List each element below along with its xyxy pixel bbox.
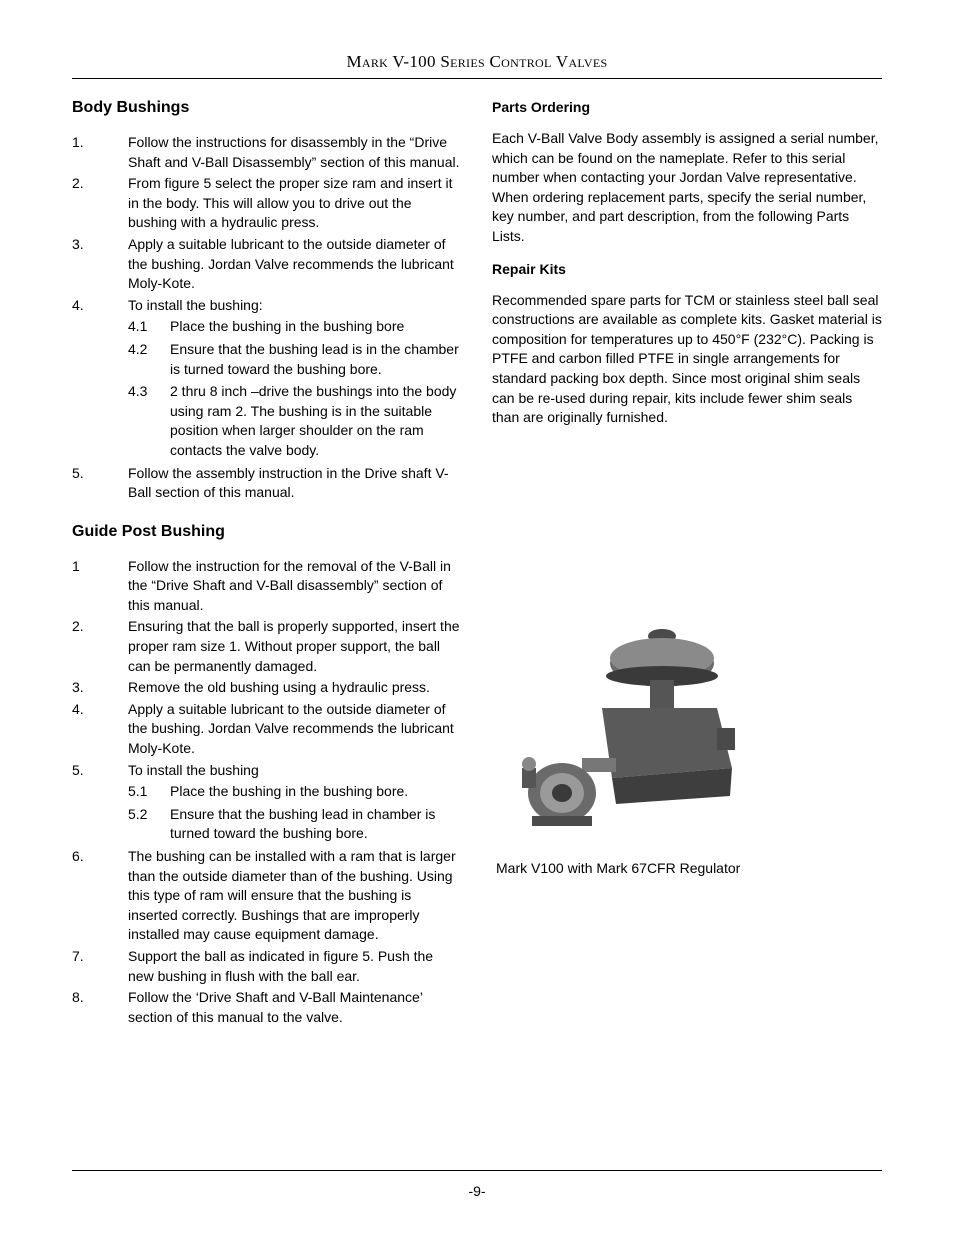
list-subitem-body: Ensure that the bushing lead in chamber … — [170, 805, 462, 844]
list-item-number: 4. — [72, 700, 128, 759]
list-subitem-body: Ensure that the bushing lead is in the c… — [170, 340, 462, 379]
content-columns: Body Bushings 1.Follow the instructions … — [72, 99, 882, 1047]
list-subitem-body: 2 thru 8 inch –drive the bushings into t… — [170, 382, 462, 460]
heading-guide-post-bushing: Guide Post Bushing — [72, 523, 462, 541]
list-subitem: 4.32 thru 8 inch –drive the bushings int… — [72, 382, 462, 461]
bottom-rule — [72, 1170, 882, 1171]
list-item: 5.To install the bushing — [72, 761, 462, 781]
list-subitem-number: 4.2 — [128, 340, 170, 379]
list-item: 2.From figure 5 select the proper size r… — [72, 174, 462, 233]
list-item: 4.Apply a suitable lubricant to the outs… — [72, 700, 462, 759]
list-item: 1Follow the instruction for the removal … — [72, 557, 462, 616]
list-item-body: To install the bushing: — [128, 296, 462, 316]
list-item-number: 7. — [72, 947, 128, 986]
list-item: 3.Apply a suitable lubricant to the outs… — [72, 235, 462, 294]
list-subitem: 5.1Place the bushing in the bushing bore… — [72, 782, 462, 803]
list-subitem: 4.1Place the bushing in the bushing bore — [72, 317, 462, 338]
repair-kits-para: Recommended spare parts for TCM or stain… — [492, 291, 882, 428]
list-item-number: 8. — [72, 988, 128, 1027]
list-subitem-body: Place the bushing in the bushing bore — [170, 317, 462, 337]
list-item-body: Remove the old bushing using a hydraulic… — [128, 678, 462, 698]
running-header: Mark V-100 Series Control Valves — [72, 52, 882, 79]
list-item: 7.Support the ball as indicated in figur… — [72, 947, 462, 986]
right-column: Parts Ordering Each V-Ball Valve Body as… — [492, 99, 882, 1047]
list-item-number: 3. — [72, 678, 128, 698]
list-item-body: Follow the ‘Drive Shaft and V-Ball Maint… — [128, 988, 462, 1027]
list-item-number: 1. — [72, 133, 128, 172]
list-item: 3.Remove the old bushing using a hydraul… — [72, 678, 462, 698]
list-item: 6.The bushing can be installed with a ra… — [72, 847, 462, 945]
list-item-body: Apply a suitable lubricant to the outsid… — [128, 700, 462, 759]
list-item-body: Support the ball as indicated in figure … — [128, 947, 462, 986]
heading-parts-ordering: Parts Ordering — [492, 99, 882, 115]
list-item-number: 3. — [72, 235, 128, 294]
list-item-number: 5. — [72, 464, 128, 503]
list-subitem-body: Place the bushing in the bushing bore. — [170, 782, 462, 802]
list-item-body: Apply a suitable lubricant to the outsid… — [128, 235, 462, 294]
list-item-number: 6. — [72, 847, 128, 945]
list-subitem: 5.2Ensure that the bushing lead in chamb… — [72, 805, 462, 845]
list-item: 8.Follow the ‘Drive Shaft and V-Ball Mai… — [72, 988, 462, 1027]
list-item: 2.Ensuring that the ball is properly sup… — [72, 617, 462, 676]
list-body-bushings: 1.Follow the instructions for disassembl… — [72, 133, 462, 503]
figure-valve: Mark V100 with Mark 67CFR Regulator — [492, 608, 882, 876]
list-item-body: The bushing can be installed with a ram … — [128, 847, 462, 945]
heading-repair-kits: Repair Kits — [492, 261, 882, 277]
valve-illustration — [492, 608, 752, 848]
list-item: 5.Follow the assembly instruction in the… — [72, 464, 462, 503]
list-item: 4.To install the bushing: — [72, 296, 462, 316]
list-item: 1.Follow the instructions for disassembl… — [72, 133, 462, 172]
figure-caption: Mark V100 with Mark 67CFR Regulator — [496, 860, 882, 876]
parts-ordering-para-2: When ordering replacement parts, specify… — [492, 188, 882, 247]
list-subitem-number: 5.1 — [128, 782, 170, 802]
list-item-body: Follow the instruction for the removal o… — [128, 557, 462, 616]
list-item-number: 2. — [72, 174, 128, 233]
list-item-number: 2. — [72, 617, 128, 676]
page-number: -9- — [0, 1183, 954, 1199]
list-subitem-number: 4.3 — [128, 382, 170, 460]
list-item-number: 4. — [72, 296, 128, 316]
valve-svg — [492, 608, 752, 848]
list-subitem-number: 4.1 — [128, 317, 170, 337]
list-guide-post-bushing: 1Follow the instruction for the removal … — [72, 557, 462, 1028]
parts-ordering-para-1: Each V-Ball Valve Body assembly is assig… — [492, 129, 882, 188]
heading-body-bushings: Body Bushings — [72, 99, 462, 117]
list-item-body: Ensuring that the ball is properly suppo… — [128, 617, 462, 676]
list-subitem: 4.2Ensure that the bushing lead is in th… — [72, 340, 462, 380]
list-item-number: 1 — [72, 557, 128, 616]
list-item-body: Follow the instructions for disassembly … — [128, 133, 462, 172]
list-item-body: From figure 5 select the proper size ram… — [128, 174, 462, 233]
list-item-body: To install the bushing — [128, 761, 462, 781]
list-item-body: Follow the assembly instruction in the D… — [128, 464, 462, 503]
left-column: Body Bushings 1.Follow the instructions … — [72, 99, 462, 1047]
page: Mark V-100 Series Control Valves Body Bu… — [0, 0, 954, 1235]
list-subitem-number: 5.2 — [128, 805, 170, 844]
list-item-number: 5. — [72, 761, 128, 781]
